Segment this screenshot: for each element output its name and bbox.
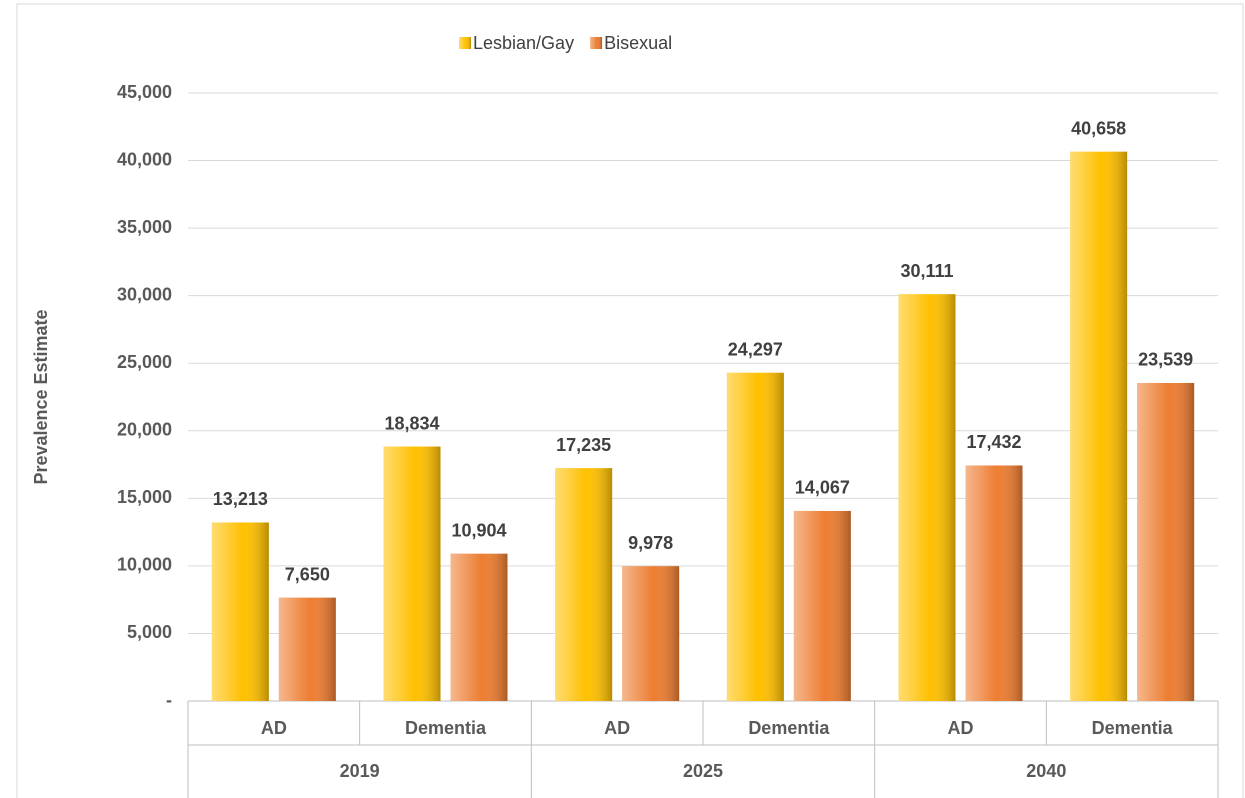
bar-shade bbox=[793, 510, 851, 701]
data-label: 10,904 bbox=[451, 520, 506, 540]
bar-shade bbox=[898, 294, 956, 701]
bar-shade bbox=[383, 446, 441, 701]
bar-shade bbox=[278, 597, 336, 701]
y-tick-label: - bbox=[166, 690, 172, 710]
bar-shade bbox=[1137, 382, 1195, 701]
data-label: 17,432 bbox=[966, 432, 1021, 452]
y-tick-label: 40,000 bbox=[117, 149, 172, 169]
bar-shade bbox=[726, 372, 784, 701]
x-tick-label: Dementia bbox=[748, 718, 830, 738]
x-tick-label: AD bbox=[261, 718, 287, 738]
x-tick-label: AD bbox=[948, 718, 974, 738]
chart-border bbox=[16, 3, 1244, 798]
data-label: 40,658 bbox=[1071, 118, 1126, 138]
bar-shade bbox=[211, 522, 269, 701]
y-tick-label: 30,000 bbox=[117, 284, 172, 304]
data-label: 30,111 bbox=[900, 261, 953, 281]
data-label: 9,978 bbox=[628, 533, 673, 553]
data-label: 17,235 bbox=[556, 435, 611, 455]
bar-shade bbox=[1070, 151, 1128, 702]
data-label: 18,834 bbox=[384, 413, 439, 433]
y-tick-label: 10,000 bbox=[117, 555, 172, 575]
bar-shade bbox=[555, 468, 613, 701]
x-tick-label: Dementia bbox=[405, 718, 487, 738]
data-label: 7,650 bbox=[285, 564, 330, 584]
data-label: 14,067 bbox=[795, 478, 850, 498]
data-label: 13,213 bbox=[213, 489, 268, 509]
y-tick-label: 15,000 bbox=[117, 487, 172, 507]
group-label: 2025 bbox=[683, 761, 723, 781]
y-tick-label: 45,000 bbox=[117, 82, 172, 102]
data-label: 23,539 bbox=[1138, 350, 1193, 370]
data-label: 24,297 bbox=[728, 339, 783, 359]
y-tick-label: 20,000 bbox=[117, 420, 172, 440]
x-tick-label: Dementia bbox=[1092, 718, 1174, 738]
y-tick-label: 5,000 bbox=[127, 622, 172, 642]
legend-label: Lesbian/Gay bbox=[473, 33, 574, 53]
legend-label: Bisexual bbox=[604, 33, 672, 53]
group-label: 2019 bbox=[340, 761, 380, 781]
y-tick-label: 25,000 bbox=[117, 352, 172, 372]
bar-shade bbox=[450, 553, 508, 701]
legend-swatch-shade bbox=[590, 37, 603, 49]
y-axis-title: Prevalence Estimate bbox=[31, 309, 51, 484]
x-tick-label: AD bbox=[604, 718, 630, 738]
y-tick-label: 35,000 bbox=[117, 217, 172, 237]
bar-shade bbox=[965, 465, 1023, 701]
legend-swatch-shade bbox=[459, 37, 471, 49]
bar-shade bbox=[622, 566, 680, 701]
group-label: 2040 bbox=[1026, 761, 1066, 781]
